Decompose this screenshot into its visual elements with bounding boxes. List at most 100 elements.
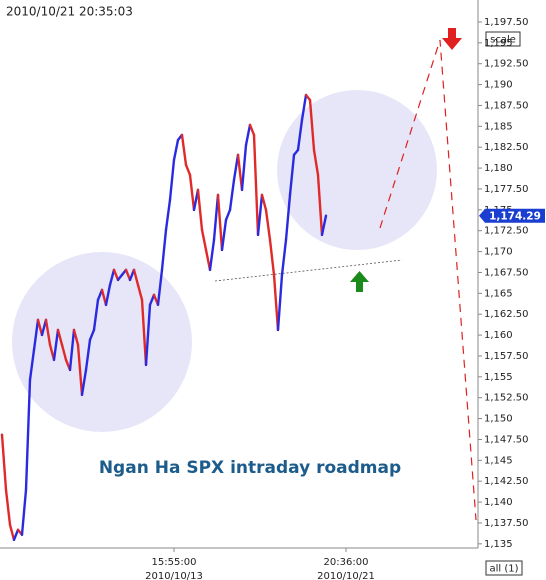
y-tick-label: 1,177.50 — [484, 184, 529, 195]
current-price-pointer — [479, 208, 545, 223]
price-segment — [84, 338, 92, 372]
price-segment — [316, 173, 324, 237]
price-segment — [60, 343, 68, 362]
price-segment — [56, 328, 64, 347]
price-segment — [312, 148, 320, 177]
price-segment — [92, 298, 100, 332]
price-segment — [168, 158, 176, 202]
y-tick-label: 1,145 — [484, 455, 513, 466]
price-segment — [136, 283, 144, 302]
y-tick-label: 1,165 — [484, 288, 513, 299]
y-tick-label: 1,190 — [484, 80, 513, 91]
price-segment — [248, 123, 256, 137]
price-segment — [112, 268, 120, 282]
price-segment — [216, 193, 224, 252]
price-segment — [124, 268, 132, 282]
price-segment — [272, 273, 280, 332]
y-tick-label: 1,180 — [484, 163, 513, 174]
price-segment — [276, 273, 284, 332]
x-tick-date: 2010/10/21 — [317, 571, 375, 580]
y-tick-label: 1,152.50 — [484, 393, 529, 404]
price-segment — [156, 268, 164, 307]
price-segment — [196, 188, 204, 232]
price-segment — [296, 118, 304, 152]
price-segment — [200, 228, 208, 252]
layout-shapes — [12, 28, 477, 521]
projection-line — [379, 39, 477, 521]
price-segment — [256, 193, 264, 237]
y-tick-label: 1,182.50 — [484, 142, 529, 153]
timestamp: 2010/10/21 20:35:03 — [6, 5, 133, 19]
scale-button[interactable] — [485, 31, 521, 47]
price-segment — [260, 193, 268, 212]
y-tick-label: 1,147.50 — [484, 434, 529, 445]
y-tick-label: 1,172.50 — [484, 226, 529, 237]
y-tick-label: 1,150 — [484, 414, 513, 425]
y-tick-label: 1,140 — [484, 497, 513, 508]
price-segment — [108, 268, 116, 287]
y-tick-label: 1,155 — [484, 372, 513, 383]
all-button-label[interactable]: all (1) — [489, 564, 518, 575]
scale-button-label[interactable]: scale — [490, 35, 516, 46]
price-segment — [144, 303, 152, 367]
price-segment — [264, 208, 272, 242]
x-tick-date: 2010/10/13 — [145, 571, 203, 580]
y-tick-label: 1,195 — [484, 38, 513, 49]
price-segment — [244, 123, 252, 147]
price-segment — [12, 528, 20, 542]
price-segment — [72, 328, 80, 347]
x-tick-label: 15:55:00 — [152, 557, 197, 568]
price-segment — [240, 143, 248, 192]
x-tick-label: 20:36:00 — [324, 557, 369, 568]
all-button-group[interactable]: all (1) — [485, 560, 523, 576]
y-tick-label: 1,187.50 — [484, 100, 529, 111]
price-segment — [148, 293, 156, 307]
y-tick-label: 1,160 — [484, 330, 513, 341]
price-segment — [320, 214, 328, 237]
price-segment — [284, 193, 292, 242]
price-segment — [224, 208, 232, 222]
y-tick-label: 1,162.50 — [484, 309, 529, 320]
price-segment — [160, 228, 168, 272]
price-segment — [44, 318, 52, 347]
price-segment — [32, 318, 40, 352]
price-segment — [4, 488, 12, 526]
price-segment — [172, 138, 180, 162]
price-segment — [268, 238, 276, 277]
price-segment — [228, 178, 236, 212]
price-segment — [52, 328, 60, 362]
price-segment — [252, 133, 260, 237]
price-segment — [20, 488, 28, 537]
price-segment — [88, 328, 96, 342]
down-arrow — [442, 28, 462, 50]
price-segment — [132, 268, 140, 287]
y-tick-label: 1,157.50 — [484, 351, 529, 362]
price-segment — [280, 238, 288, 277]
current-price-label: 1,174.29 — [489, 210, 541, 222]
all-button[interactable] — [485, 560, 523, 576]
y-tick-label: 1,197.50 — [484, 17, 529, 28]
price-segment — [208, 238, 216, 272]
price-segment — [0, 433, 8, 492]
price-segment — [24, 378, 32, 492]
price-segment — [220, 218, 228, 252]
support-line — [214, 259, 403, 282]
y-tick-label: 1,167.50 — [484, 267, 529, 278]
price-segment — [104, 283, 112, 307]
scale-button-group[interactable]: scale — [485, 31, 521, 47]
price-segment — [140, 298, 148, 367]
y-tick-label: 1,135 — [484, 539, 513, 550]
price-segment — [288, 153, 296, 197]
price-segment — [8, 523, 16, 542]
price-segment — [28, 348, 36, 382]
price-segment — [300, 93, 308, 122]
price-segment — [212, 193, 220, 242]
annotation: Ngan Ha SPX intraday roadmap — [99, 458, 401, 478]
highlight-circle — [12, 252, 192, 432]
y-tick-label: 1,170 — [484, 247, 513, 258]
price-segment — [188, 173, 196, 212]
price-segment — [164, 198, 172, 232]
price-segment — [180, 133, 188, 167]
